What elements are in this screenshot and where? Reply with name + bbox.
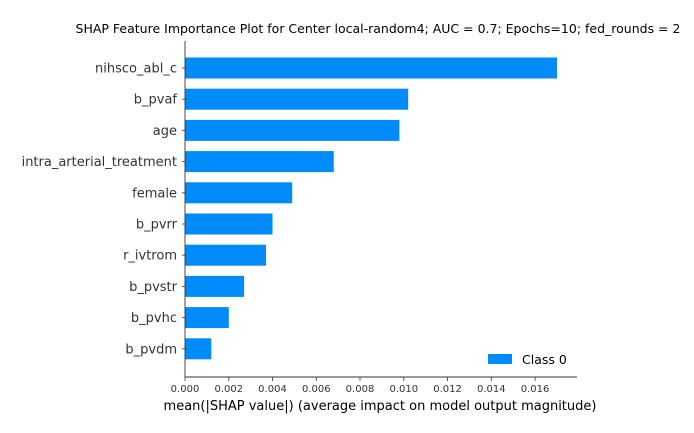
y-tick-label: b_pvhc	[131, 311, 177, 326]
axes	[184, 41, 577, 378]
x-tick-label: 0.016	[521, 384, 550, 395]
y-tick-label: b_pvaf	[134, 93, 178, 108]
legend-label-class-0: Class 0	[522, 352, 567, 367]
chart-title: SHAP Feature Importance Plot for Center …	[76, 21, 681, 36]
x-tick-label: 0.008	[346, 384, 375, 395]
bar-b_pvstr	[185, 275, 245, 297]
bar-b_pvrr	[185, 213, 273, 235]
y-tick-label: age	[153, 124, 177, 139]
y-tick-label: r_ivtrom	[123, 249, 177, 264]
bar-b_pvhc	[185, 307, 229, 329]
bars-layer	[185, 57, 557, 360]
x-tick-label: 0.004	[258, 384, 287, 395]
x-tick-label: 0.000	[171, 384, 200, 395]
bar-b_pvaf	[185, 88, 409, 110]
y-tick-label: b_pvstr	[129, 280, 178, 295]
bar-age	[185, 119, 400, 141]
x-tick-label: 0.002	[214, 384, 243, 395]
x-tick-label: 0.012	[433, 384, 462, 395]
x-tick-label: 0.014	[477, 384, 506, 395]
bar-intra_arterial_treatment	[185, 151, 334, 173]
x-tick-label: 0.010	[389, 384, 418, 395]
bar-nihsco_abl_c	[185, 57, 557, 79]
bar-r_ivtrom	[185, 244, 266, 266]
y-tick-label: b_pvdm	[125, 342, 177, 357]
y-tick-label: intra_arterial_treatment	[22, 155, 177, 170]
legend: Class 0	[488, 352, 567, 367]
y-tick-label: b_pvrr	[136, 218, 178, 233]
bar-b_pvdm	[185, 338, 212, 360]
y-tick-label: nihsco_abl_c	[95, 62, 177, 77]
x-tick-label: 0.006	[302, 384, 331, 395]
bar-female	[185, 182, 293, 204]
legend-swatch-class-0	[488, 354, 512, 364]
x-ticks: 0.000 0.002 0.004 0.006 0.008 0.010 0.012 0.014…	[171, 377, 550, 395]
x-axis-label: mean(|SHAP value|) (average impact on mo…	[164, 399, 597, 414]
y-tick-label: female	[132, 186, 177, 201]
